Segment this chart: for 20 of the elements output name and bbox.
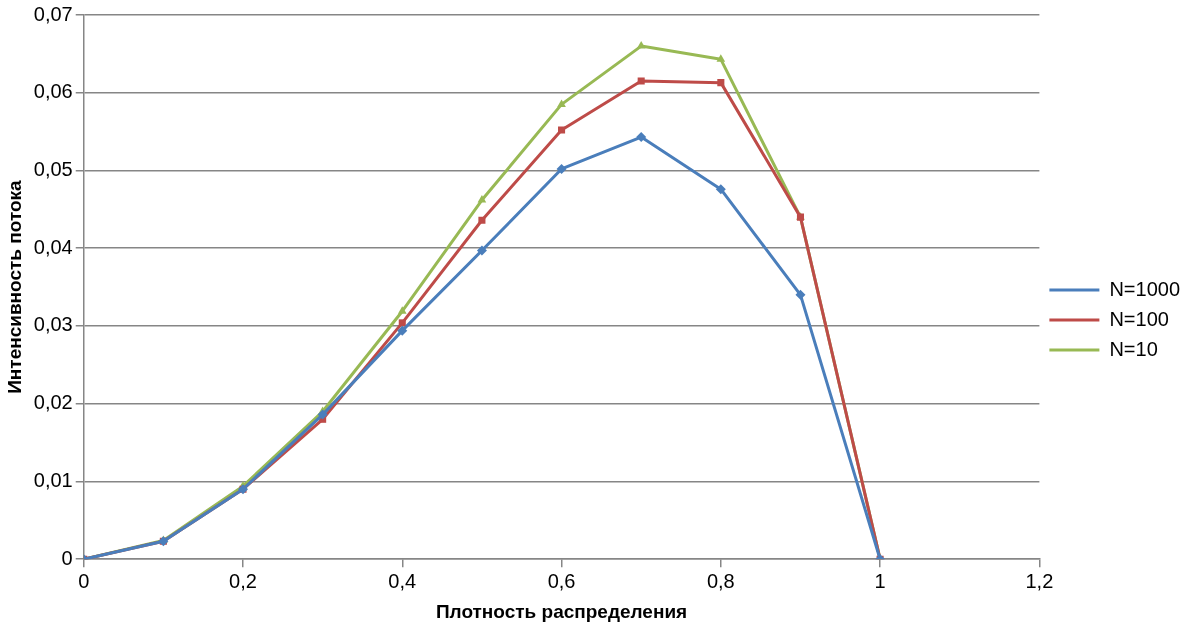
- y-tick-label: 0,06: [33, 80, 73, 103]
- x-tick-label: 1: [874, 569, 886, 592]
- y-tick-label: 0,07: [33, 2, 73, 25]
- x-tick-label: 1,2: [1025, 569, 1054, 592]
- y-axis-title: Интенсивность потока: [3, 179, 25, 394]
- y-tick-label: 0,05: [33, 158, 73, 180]
- y-tick-label: 0,03: [33, 313, 73, 336]
- x-tick-label: 0,8: [706, 569, 735, 592]
- legend-label: N=1000: [1109, 277, 1181, 300]
- y-tick-label: 0,01: [33, 468, 73, 491]
- x-tick-label: 0,2: [229, 569, 257, 592]
- y-tick-label: 0,02: [33, 391, 73, 414]
- legend-label: N=100: [1109, 307, 1169, 330]
- x-tick-label: 0: [78, 569, 90, 592]
- y-tick-label: 0,04: [33, 235, 73, 258]
- x-tick-label: 0,4: [388, 569, 417, 592]
- y-tick-label: 0: [61, 546, 73, 569]
- legend-label: N=10: [1109, 337, 1158, 360]
- x-axis-title: Плотность распределения: [435, 600, 688, 622]
- x-tick-label: 0,6: [547, 569, 576, 592]
